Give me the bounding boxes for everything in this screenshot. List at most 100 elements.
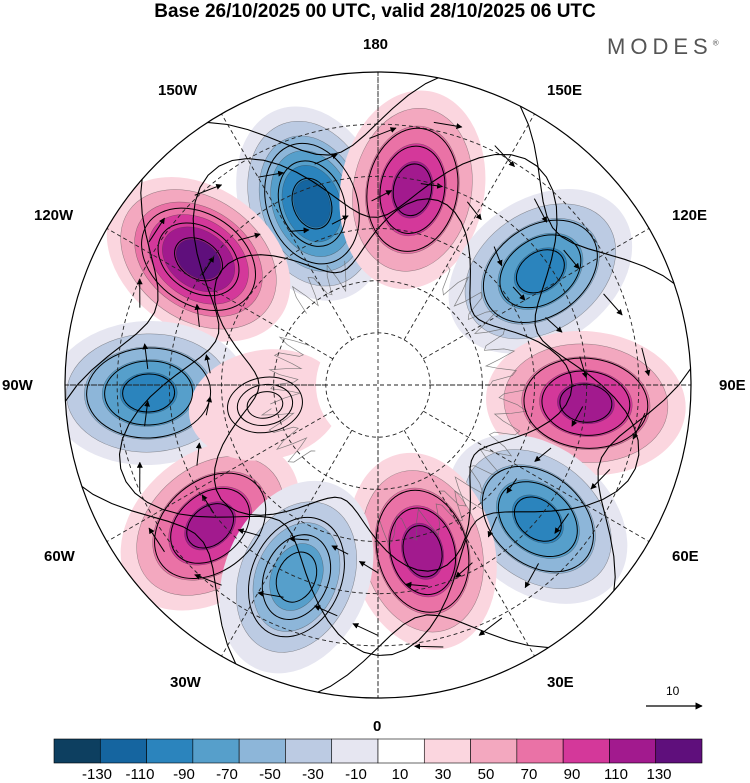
colorbar-tick: 130	[646, 766, 672, 783]
wind-arrow	[238, 232, 261, 241]
meridian	[221, 429, 353, 657]
wind-arrow	[371, 190, 393, 202]
colorbar-tick: 30	[434, 766, 452, 783]
anomaly-center-east-siberia-high	[339, 90, 486, 290]
colorbar-swatch	[423, 738, 471, 764]
brand-text: MODES	[607, 34, 713, 59]
wind-arrow	[455, 562, 473, 578]
meridian	[403, 113, 535, 341]
wind-arrow	[533, 198, 548, 223]
map-border	[64, 71, 692, 699]
wind-arrow	[478, 617, 503, 636]
wind-arrow	[257, 170, 285, 178]
coastline-segment	[268, 336, 311, 405]
wind-arrow	[603, 293, 623, 316]
wind-arrow	[257, 590, 284, 598]
wind-arrow	[524, 563, 540, 589]
wind-arrow	[641, 347, 651, 377]
wind-arrow	[534, 447, 552, 462]
colorbar-tick: -30	[302, 766, 324, 783]
wind-arrow	[571, 406, 584, 427]
colorbar-tick: -50	[259, 766, 281, 783]
colorbar-tick: 90	[563, 766, 581, 783]
meridian	[422, 410, 650, 542]
colorbar-tick: -10	[345, 766, 367, 783]
colorbar-swatch	[146, 738, 194, 764]
chart-title: Base 26/10/2025 00 UTC, valid 28/10/2025…	[154, 1, 596, 22]
wind-arrow	[195, 442, 202, 466]
colorbar-swatch	[655, 738, 703, 764]
colorbar-swatch	[516, 738, 564, 764]
anomaly-center-canada-high	[188, 349, 342, 461]
anomaly-center-north-america-low	[65, 320, 249, 466]
brand-registered-mark: ®	[712, 38, 719, 48]
coastline-segment	[439, 384, 528, 507]
wind-arrow	[632, 412, 646, 440]
coastline-segment	[291, 260, 347, 314]
wind-arrow	[369, 127, 397, 139]
colorbar-swatch	[470, 738, 518, 764]
colorbar-tick: 10	[391, 766, 409, 783]
wind-arrow	[194, 573, 222, 586]
wind-arrow	[237, 528, 261, 537]
wind-arrow	[194, 183, 223, 196]
wind-arrow	[289, 227, 310, 234]
meridian	[106, 228, 334, 360]
lon-label-60w: 60W	[44, 548, 75, 565]
wind-arrow	[288, 536, 310, 542]
wind-arrow	[331, 545, 349, 555]
colorbar-swatch	[53, 738, 101, 764]
colorbar-tick: 70	[520, 766, 538, 783]
lon-label-30e: 30E	[547, 674, 574, 691]
colorbar-tick: 50	[477, 766, 495, 783]
wind-arrow	[405, 581, 429, 588]
colorbar-swatch	[331, 738, 379, 764]
colorbar-swatch	[377, 738, 425, 764]
colorbar-swatch	[238, 738, 286, 764]
lon-label-60e: 60E	[672, 548, 699, 565]
colorbar-tick: -110	[125, 766, 155, 783]
wind-arrow	[194, 303, 201, 328]
wind-arrow	[545, 316, 563, 333]
wind-arrow	[563, 249, 580, 270]
coastline-segment	[260, 408, 316, 463]
lon-label-120e: 120E	[672, 207, 708, 224]
meridian	[221, 113, 353, 341]
colorbar-swatch	[192, 738, 240, 764]
wind-arrow	[358, 560, 379, 574]
wind-arrow	[331, 215, 349, 225]
wind-arrow	[205, 396, 213, 416]
wind-arrow	[554, 513, 569, 534]
wind-arrow	[590, 469, 611, 490]
wind-arrow	[204, 354, 211, 374]
coastlines	[260, 260, 528, 547]
wind-arrow	[414, 643, 444, 650]
brand-logo: MODES®	[607, 34, 719, 60]
colorbar-swatch	[99, 738, 147, 764]
colorbar-swatch	[285, 738, 333, 764]
wind-arrow	[433, 121, 463, 130]
wind-arrow	[142, 343, 149, 369]
lon-label-90e: 90E	[719, 377, 746, 394]
wind-arrow	[420, 182, 444, 189]
wind-arrow	[314, 153, 338, 165]
wind-arrow	[494, 145, 515, 168]
anomaly-field	[65, 90, 686, 674]
coastline-segment	[377, 490, 483, 547]
colorbar-tick: -130	[81, 766, 113, 783]
wind-arrow	[506, 478, 518, 494]
wind-arrow	[148, 217, 165, 243]
wind-arrow	[144, 400, 151, 427]
lon-label-120w: 120W	[34, 207, 74, 224]
wind-arrow	[201, 256, 215, 276]
meridian	[422, 228, 650, 360]
lon-label-0: 0	[373, 718, 382, 735]
lon-label-180: 180	[363, 36, 389, 53]
anomaly-center-scandinavia-high	[348, 452, 497, 650]
wind-arrow	[579, 356, 588, 379]
wind-arrow	[201, 494, 215, 514]
graticule	[65, 72, 691, 698]
wind-arrow	[352, 623, 379, 636]
